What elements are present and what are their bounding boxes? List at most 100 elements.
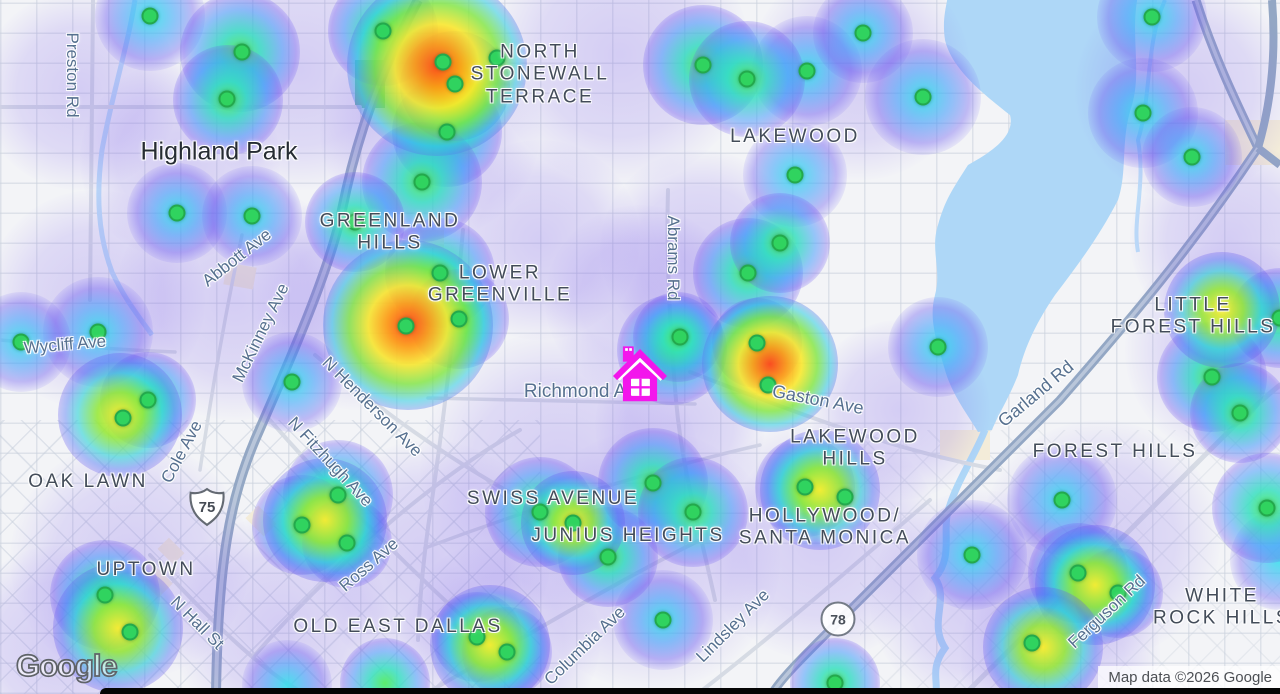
heat-blob bbox=[1164, 252, 1280, 368]
heat-point-dot[interactable] bbox=[1203, 368, 1221, 386]
heat-point-dot[interactable] bbox=[654, 611, 672, 629]
diagonal-street-grid-southeast bbox=[860, 430, 1280, 694]
heat-point-dot[interactable] bbox=[141, 7, 159, 25]
heat-point-dot[interactable] bbox=[796, 478, 814, 496]
heat-point-dot[interactable] bbox=[1023, 634, 1041, 652]
heat-blob bbox=[983, 587, 1103, 694]
road-label: Ferguson Rd bbox=[1064, 571, 1150, 653]
heat-point-dot[interactable] bbox=[929, 338, 947, 356]
heat-blob bbox=[0, 292, 71, 392]
heat-blob bbox=[0, 190, 205, 410]
neighborhood-label: LITTLE FOREST HILLS bbox=[1110, 294, 1276, 338]
heat-point-dot[interactable] bbox=[450, 310, 468, 328]
heat-point-dot[interactable] bbox=[96, 586, 114, 604]
heat-point-dot[interactable] bbox=[1271, 309, 1280, 327]
heat-blob bbox=[10, 440, 250, 680]
city-label: Highland Park bbox=[140, 137, 298, 166]
heat-point-dot[interactable] bbox=[671, 328, 689, 346]
heat-blob bbox=[1075, 0, 1280, 200]
heat-blob bbox=[340, 638, 430, 694]
road-label: N Hall St bbox=[166, 592, 228, 654]
heat-point-dot[interactable] bbox=[438, 123, 456, 141]
heat-point-dot[interactable] bbox=[1069, 564, 1087, 582]
window-bottom-edge bbox=[100, 688, 1280, 694]
heat-blob bbox=[440, 140, 640, 340]
road-label: Abrams Rd bbox=[664, 215, 683, 301]
heat-point-dot[interactable] bbox=[374, 22, 392, 40]
heat-point-dot[interactable] bbox=[963, 546, 981, 564]
heat-point-dot[interactable] bbox=[1231, 404, 1249, 422]
heat-point-dot[interactable] bbox=[739, 264, 757, 282]
heat-point-dot[interactable] bbox=[1109, 584, 1127, 602]
heat-blob bbox=[263, 458, 387, 582]
heat-point-dot[interactable] bbox=[218, 90, 236, 108]
road-label: Columbia Ave bbox=[540, 602, 629, 689]
heat-point-dot[interactable] bbox=[759, 376, 777, 394]
google-logo[interactable]: Google bbox=[15, 647, 118, 684]
road-label: N Henderson Ave bbox=[318, 352, 427, 461]
heat-point-dot[interactable] bbox=[684, 503, 702, 521]
heat-point-dot[interactable] bbox=[168, 204, 186, 222]
heat-point-dot[interactable] bbox=[914, 88, 932, 106]
heat-point-dot[interactable] bbox=[1053, 491, 1071, 509]
creek-northwest bbox=[96, 0, 155, 337]
heat-point-dot[interactable] bbox=[694, 56, 712, 74]
heat-point-dot[interactable] bbox=[468, 628, 486, 646]
heat-point-dot[interactable] bbox=[114, 409, 132, 427]
heat-blob bbox=[813, 0, 913, 83]
heat-blob bbox=[870, 490, 1090, 694]
heat-point-dot[interactable] bbox=[1183, 148, 1201, 166]
neighborhood-label: SWISS AVENUE bbox=[466, 487, 640, 509]
heat-point-dot[interactable] bbox=[599, 548, 617, 566]
home-marker-icon[interactable] bbox=[613, 344, 667, 402]
heat-point-dot[interactable] bbox=[786, 166, 804, 184]
creek-northeast bbox=[1134, 0, 1167, 253]
heat-point-dot[interactable] bbox=[1143, 8, 1161, 26]
heat-point-dot[interactable] bbox=[139, 391, 157, 409]
neighborhood-label: FOREST HILLS bbox=[1032, 440, 1198, 462]
heat-point-dot[interactable] bbox=[243, 207, 261, 225]
road-label: Cole Ave bbox=[157, 417, 206, 487]
heat-point-dot[interactable] bbox=[498, 643, 516, 661]
heat-point-dot[interactable] bbox=[771, 234, 789, 252]
heat-point-dot[interactable] bbox=[329, 486, 347, 504]
heat-blob bbox=[310, 440, 550, 680]
heat-point-dot[interactable] bbox=[431, 264, 449, 282]
heat-point-dot[interactable] bbox=[854, 24, 872, 42]
park-area bbox=[355, 60, 385, 108]
heat-blob bbox=[347, 0, 527, 156]
heat-blob bbox=[328, 0, 438, 86]
heat-point-dot[interactable] bbox=[12, 333, 30, 351]
heat-point-dot[interactable] bbox=[1134, 104, 1152, 122]
heat-point-dot[interactable] bbox=[738, 70, 756, 88]
heat-point-dot[interactable] bbox=[89, 323, 107, 341]
heat-point-dot[interactable] bbox=[644, 474, 662, 492]
neighborhood-label: GREENLAND HILLS bbox=[319, 210, 461, 254]
heat-blob bbox=[115, 180, 355, 420]
heat-point-dot[interactable] bbox=[446, 75, 464, 93]
heat-point-dot[interactable] bbox=[346, 213, 364, 231]
heat-point-dot[interactable] bbox=[293, 516, 311, 534]
heat-point-dot[interactable] bbox=[434, 53, 452, 71]
heat-point-dot[interactable] bbox=[748, 334, 766, 352]
heat-point-dot[interactable] bbox=[488, 49, 506, 67]
neighborhood-label: LAKEWOOD HILLS bbox=[790, 426, 920, 470]
heat-blob bbox=[400, 540, 600, 694]
heat-point-dot[interactable] bbox=[564, 514, 582, 532]
heat-point-dot[interactable] bbox=[531, 503, 549, 521]
heat-point-dot[interactable] bbox=[283, 373, 301, 391]
heat-point-dot[interactable] bbox=[1258, 499, 1276, 517]
us-75-highway-shield: 75 bbox=[188, 487, 226, 527]
heat-point-dot[interactable] bbox=[338, 534, 356, 552]
heat-point-dot[interactable] bbox=[397, 317, 415, 335]
us-75-shield-label: 75 bbox=[198, 499, 216, 516]
map-attribution: Map data ©2026 Google bbox=[1098, 666, 1280, 690]
heat-point-dot[interactable] bbox=[233, 43, 251, 61]
heat-point-dot[interactable] bbox=[413, 173, 431, 191]
heat-point-dot[interactable] bbox=[798, 62, 816, 80]
heat-point-dot[interactable] bbox=[121, 623, 139, 641]
heat-point-dot[interactable] bbox=[836, 488, 854, 506]
neighborhood-label: UPTOWN bbox=[96, 558, 196, 580]
